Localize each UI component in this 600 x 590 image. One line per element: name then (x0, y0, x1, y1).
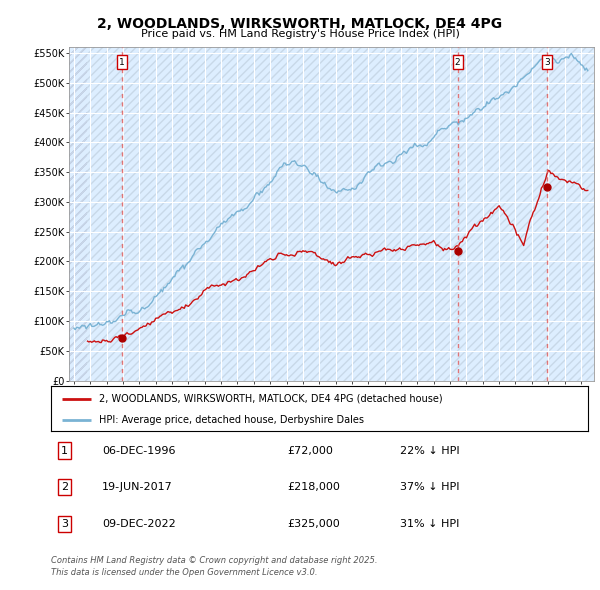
Text: 2: 2 (61, 483, 68, 492)
Text: HPI: Average price, detached house, Derbyshire Dales: HPI: Average price, detached house, Derb… (100, 415, 364, 425)
Text: 1: 1 (119, 58, 125, 67)
Text: 22% ↓ HPI: 22% ↓ HPI (400, 445, 460, 455)
Text: 19-JUN-2017: 19-JUN-2017 (102, 483, 173, 492)
Text: 2, WOODLANDS, WIRKSWORTH, MATLOCK, DE4 4PG (detached house): 2, WOODLANDS, WIRKSWORTH, MATLOCK, DE4 4… (100, 394, 443, 404)
Text: Contains HM Land Registry data © Crown copyright and database right 2025.
This d: Contains HM Land Registry data © Crown c… (51, 556, 377, 577)
Text: 31% ↓ HPI: 31% ↓ HPI (400, 519, 460, 529)
Text: Price paid vs. HM Land Registry's House Price Index (HPI): Price paid vs. HM Land Registry's House … (140, 30, 460, 39)
Bar (69, 47, 87, 381)
Text: £325,000: £325,000 (287, 519, 340, 529)
Text: 2, WOODLANDS, WIRKSWORTH, MATLOCK, DE4 4PG: 2, WOODLANDS, WIRKSWORTH, MATLOCK, DE4 4… (97, 17, 503, 31)
Text: 37% ↓ HPI: 37% ↓ HPI (400, 483, 460, 492)
Text: 2: 2 (455, 58, 460, 67)
Text: 09-DEC-2022: 09-DEC-2022 (102, 519, 176, 529)
Text: £218,000: £218,000 (287, 483, 340, 492)
Text: 06-DEC-1996: 06-DEC-1996 (102, 445, 176, 455)
Text: 3: 3 (61, 519, 68, 529)
Text: 3: 3 (544, 58, 550, 67)
Text: £72,000: £72,000 (287, 445, 333, 455)
Text: 1: 1 (61, 445, 68, 455)
